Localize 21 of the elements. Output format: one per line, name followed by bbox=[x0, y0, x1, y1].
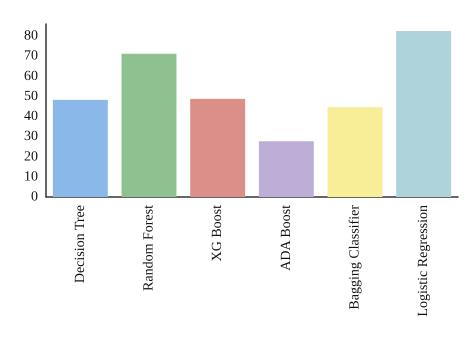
y-tick-label: 50 bbox=[24, 88, 38, 104]
y-tick-label: 60 bbox=[24, 68, 38, 84]
y-tick-label: 70 bbox=[24, 48, 38, 64]
y-tick-label: 10 bbox=[24, 169, 38, 184]
y-tick-label: 40 bbox=[24, 109, 38, 124]
x-tick-label: Logistic Regression bbox=[416, 205, 432, 317]
bar bbox=[190, 98, 246, 197]
x-tick-label: ADA Boost bbox=[278, 204, 294, 271]
y-tick-label: 80 bbox=[24, 28, 38, 44]
x-tick-label: Bagging Classifier bbox=[348, 204, 362, 310]
y-tick-label: 20 bbox=[24, 149, 38, 164]
bar bbox=[328, 107, 382, 197]
bar bbox=[122, 54, 176, 197]
bar bbox=[52, 100, 108, 197]
x-tick-label: Random Forest bbox=[142, 204, 156, 291]
bar bbox=[258, 141, 314, 197]
x-tick-label: XG Boost bbox=[210, 204, 226, 262]
y-tick-label: 30 bbox=[24, 129, 38, 144]
x-tick-label: Decision Tree bbox=[72, 205, 88, 284]
y-tick-label: 0 bbox=[31, 190, 38, 204]
bar bbox=[396, 31, 452, 197]
